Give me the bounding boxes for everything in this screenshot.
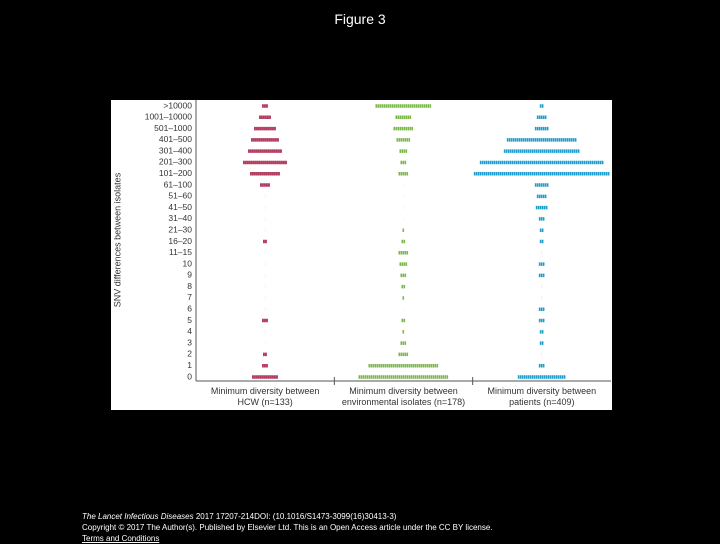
y-tick-label: 16–20 [168,236,192,246]
y-tick-label: 4 [187,326,192,336]
terms-link[interactable]: Terms and Conditions [82,534,160,543]
y-tick-label: 61–100 [164,179,193,189]
y-tick-label: 6 [187,304,192,314]
y-tick-label: 11–15 [169,247,192,257]
citation: The Lancet Infectious Diseases 2017 1720… [82,511,522,522]
y-tick-label: 7 [187,292,192,302]
copyright: Copyright © 2017 The Author(s). Publishe… [82,523,493,532]
y-tick-label: 5 [187,315,192,325]
y-axis-label: SNV differences between isolates [112,172,122,307]
group-label: Minimum diversity between environmental … [341,386,466,407]
y-tick-label: 201–300 [159,157,192,167]
y-tick-label: 41–50 [168,202,192,212]
y-tick-label: 401–500 [159,134,192,144]
copyright-block: Copyright © 2017 The Author(s). Publishe… [82,522,512,544]
y-tick-label: 101–200 [159,168,192,178]
y-tick-label: 2 [187,349,192,359]
y-tick-label: 3 [187,337,192,347]
y-tick-label: 0 [187,371,192,381]
journal: The Lancet Infectious Diseases [82,512,194,521]
y-tick-label: 10 [183,258,193,268]
y-tick-label: >10000 [163,100,192,110]
y-tick-label: 1 [187,360,192,370]
y-tick-label: 51–60 [168,191,192,201]
y-tick-label: 21–30 [168,224,192,234]
y-tick-label: 9 [187,270,192,280]
y-tick-label: 8 [187,281,192,291]
group-label: Minimum diversity between HCW (n=133) [210,386,320,407]
y-tick-label: 1001–10000 [145,112,193,122]
group-label: Minimum diversity between patients (n=40… [487,386,597,407]
y-tick-label: 301–400 [159,145,192,155]
y-tick-label: 31–40 [168,213,192,223]
citation-rest: 2017 17207-214DOI: (10.1016/S1473-3099(1… [193,512,397,521]
y-tick-label: 501–1000 [154,123,192,133]
slide-title: Figure 3 [334,11,386,27]
